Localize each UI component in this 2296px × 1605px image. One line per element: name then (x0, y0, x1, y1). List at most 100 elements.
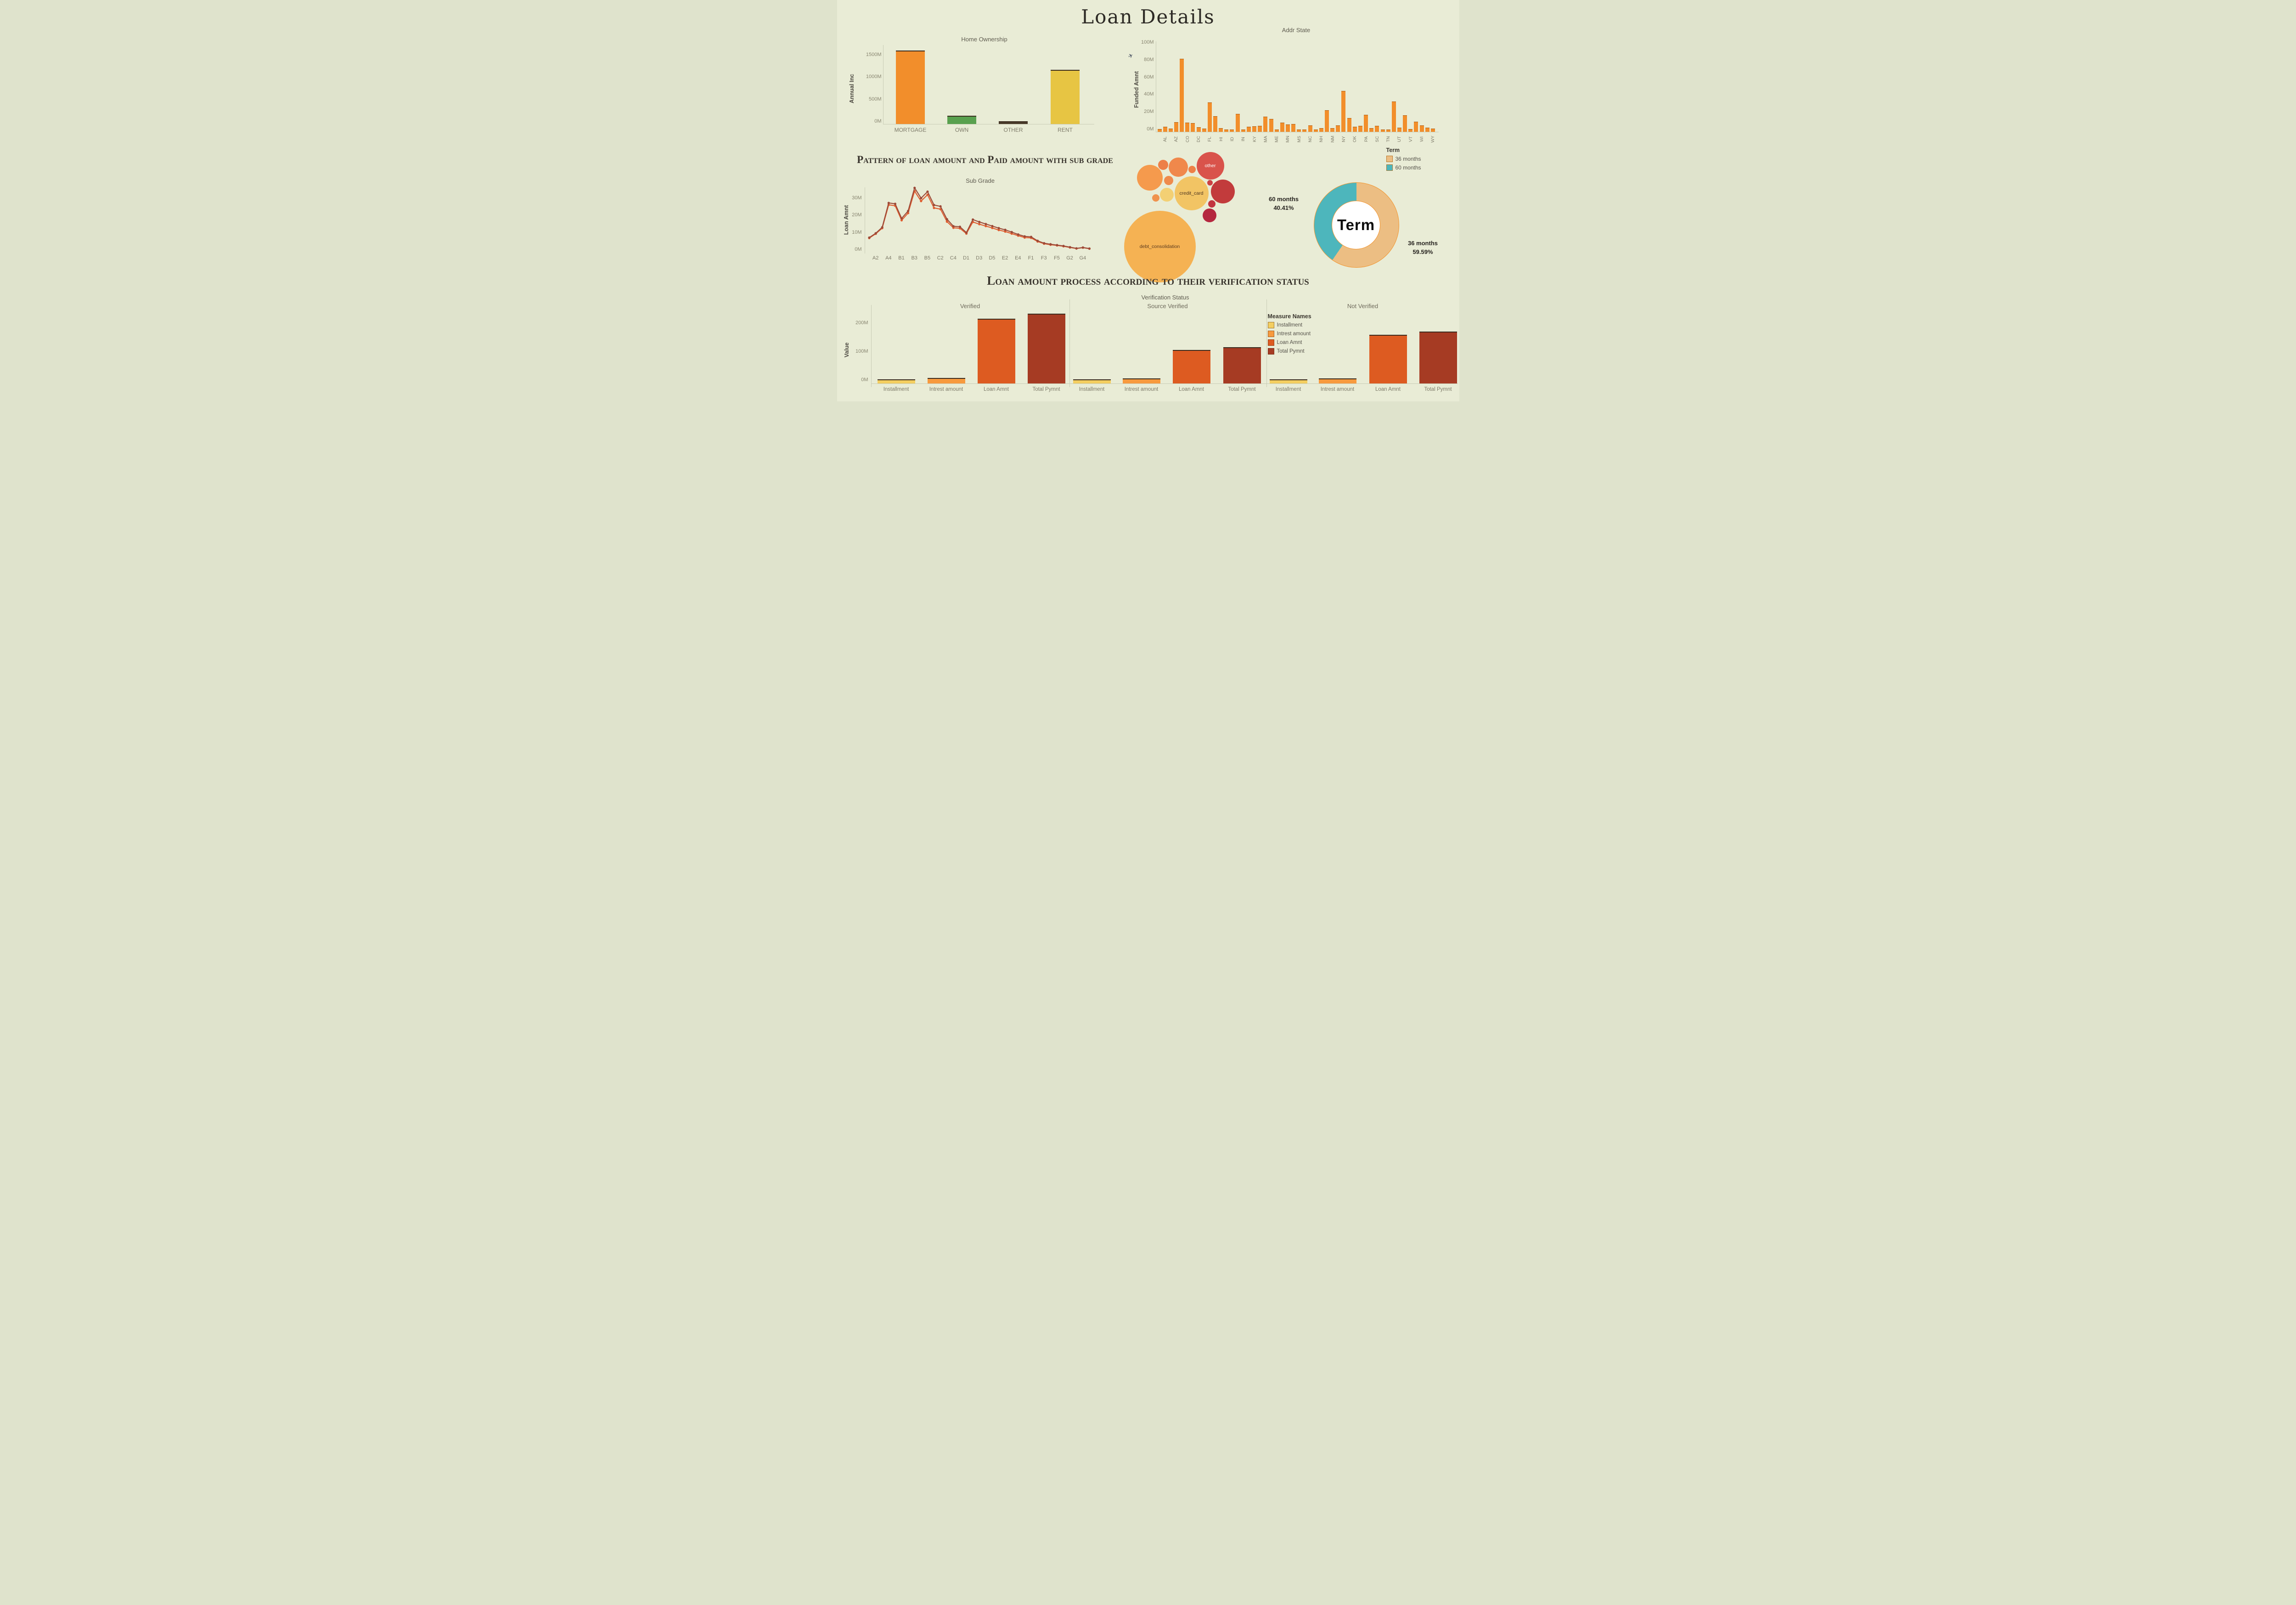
point-loan-amnt-G5[interactable] (1088, 247, 1091, 250)
point-loan-amnt-E3[interactable] (1010, 231, 1013, 233)
point-loan-amnt-C2[interactable] (939, 205, 942, 208)
bubble-other[interactable]: other (1196, 152, 1224, 180)
measure-legend-item-intrest-amount[interactable]: Intrest amount (1267, 331, 1311, 337)
state-bar-LA[interactable] (1258, 125, 1262, 132)
verif-bar-verified-installment[interactable] (877, 379, 915, 383)
point-loan-amnt-A3[interactable] (881, 226, 884, 229)
state-bar-DE[interactable] (1202, 129, 1206, 132)
verif-bar-not-verified-installment[interactable] (1269, 379, 1307, 383)
point-paid-amount-D5[interactable] (990, 226, 993, 230)
point-loan-amnt-B4[interactable] (919, 197, 922, 200)
verif-bar-source-verified-loan-amnt[interactable] (1172, 349, 1210, 383)
state-bar-VA[interactable] (1403, 115, 1407, 132)
point-loan-amnt-D2[interactable] (971, 218, 974, 221)
state-bar-GA[interactable] (1213, 116, 1217, 132)
verif-bar-source-verified-total-pymnt[interactable] (1223, 347, 1261, 383)
state-bar-RI[interactable] (1369, 128, 1374, 132)
bubble-5[interactable] (1158, 160, 1168, 170)
state-bar-ID[interactable] (1230, 130, 1234, 132)
state-bar-FL[interactable] (1207, 102, 1212, 132)
bubble-debt_consolidation[interactable]: debt_consolidation (1124, 211, 1196, 282)
point-loan-amnt-D3[interactable] (978, 220, 980, 223)
bubble-9[interactable] (1152, 194, 1159, 202)
state-bar-IA[interactable] (1224, 130, 1229, 132)
verif-bar-not-verified-total-pymnt[interactable] (1419, 331, 1457, 383)
home-bar-mortgage[interactable] (896, 50, 925, 124)
point-loan-amnt-F1[interactable] (1030, 236, 1032, 238)
state-bar-NH[interactable] (1319, 128, 1323, 132)
point-paid-amount-B4[interactable] (919, 200, 922, 203)
verif-bar-verified-intrest-amount[interactable] (927, 377, 965, 383)
point-loan-amnt-D4[interactable] (984, 223, 987, 225)
point-loan-amnt-E2[interactable] (1004, 228, 1007, 231)
point-paid-amount-B2[interactable] (906, 212, 909, 214)
state-bar-AL[interactable] (1163, 127, 1167, 132)
home-bar-other[interactable] (999, 121, 1028, 124)
state-bar-SC[interactable] (1375, 125, 1379, 132)
state-bar-KY[interactable] (1252, 126, 1257, 132)
verif-bar-source-verified-installment[interactable] (1073, 379, 1111, 383)
point-loan-amnt-D5[interactable] (990, 225, 993, 227)
point-paid-amount-D4[interactable] (984, 225, 987, 227)
state-bar-NM[interactable] (1330, 128, 1335, 132)
state-bar-WY[interactable] (1430, 128, 1435, 132)
verif-bar-source-verified-intrest-amount[interactable] (1122, 378, 1160, 383)
state-bar-TN[interactable] (1386, 130, 1390, 132)
state-bar-OH[interactable] (1347, 118, 1351, 132)
state-bar-WA[interactable] (1414, 122, 1418, 132)
verif-bar-not-verified-loan-amnt[interactable] (1369, 335, 1407, 383)
point-loan-amnt-F3[interactable] (1042, 242, 1045, 245)
state-bar-ME[interactable] (1274, 130, 1279, 132)
bubble-credit_card[interactable]: credit_card (1174, 176, 1209, 210)
state-bar-IN[interactable] (1241, 130, 1245, 132)
bubble-8[interactable] (1159, 188, 1174, 202)
term-donut-chart[interactable]: Term (1313, 182, 1399, 268)
state-bar-NC[interactable] (1308, 125, 1312, 132)
bubble-3[interactable] (1137, 165, 1163, 191)
verif-bar-verified-total-pymnt[interactable] (1027, 314, 1065, 383)
point-paid-amount-C3[interactable] (945, 220, 948, 223)
state-bar-AR[interactable] (1168, 128, 1173, 132)
verif-bar-not-verified-intrest-amount[interactable] (1318, 378, 1356, 383)
point-loan-amnt-F2[interactable] (1036, 239, 1039, 242)
home-bar-rent[interactable] (1051, 70, 1080, 124)
state-bar-NV[interactable] (1336, 125, 1340, 132)
state-bar-MO[interactable] (1291, 124, 1296, 132)
state-bar-MA[interactable] (1263, 116, 1268, 132)
point-paid-amount-C1[interactable] (932, 207, 935, 209)
point-loan-amnt-A4[interactable] (887, 202, 890, 204)
state-bar-CO[interactable] (1185, 122, 1190, 132)
state-bar-NE[interactable] (1313, 130, 1318, 132)
state-bar-KS[interactable] (1246, 127, 1251, 132)
point-loan-amnt-C3[interactable] (945, 218, 948, 220)
bubble-13[interactable] (1207, 180, 1213, 186)
point-loan-amnt-C1[interactable] (932, 203, 935, 207)
point-paid-amount-D3[interactable] (978, 223, 980, 225)
point-loan-amnt-E4[interactable] (1017, 233, 1019, 236)
point-loan-amnt-F5[interactable] (1055, 244, 1058, 247)
point-paid-amount-B5[interactable] (926, 193, 929, 196)
measure-legend-item-installment[interactable]: Installment (1267, 322, 1311, 328)
state-bar-AZ[interactable] (1174, 122, 1178, 132)
point-loan-amnt-D1[interactable] (965, 231, 968, 234)
point-loan-amnt-B3[interactable] (913, 186, 916, 189)
point-loan-amnt-G3[interactable] (1075, 247, 1078, 250)
term-legend-item-36[interactable]: 36 months (1386, 156, 1421, 162)
point-loan-amnt-A5[interactable] (894, 203, 896, 205)
point-loan-amnt-F4[interactable] (1049, 243, 1052, 246)
state-bar-MS[interactable] (1297, 130, 1301, 132)
state-bar-IL[interactable] (1235, 114, 1240, 132)
state-bar-UT[interactable] (1397, 127, 1401, 132)
state-bar-CA[interactable] (1180, 59, 1184, 132)
point-loan-amnt-C4[interactable] (952, 225, 955, 228)
verif-bar-verified-loan-amnt[interactable] (977, 318, 1015, 383)
point-loan-amnt-A2[interactable] (874, 232, 877, 235)
state-bar-AK[interactable] (1157, 129, 1162, 132)
bubble-12[interactable] (1208, 200, 1216, 208)
point-loan-amnt-C5[interactable] (958, 225, 961, 228)
point-loan-amnt-A1[interactable] (867, 236, 871, 239)
state-bar-HI[interactable] (1219, 128, 1223, 132)
state-bar-OR[interactable] (1358, 125, 1362, 132)
state-bar-NJ[interactable] (1325, 110, 1329, 132)
term-legend-item-60[interactable]: 60 months (1386, 164, 1421, 171)
